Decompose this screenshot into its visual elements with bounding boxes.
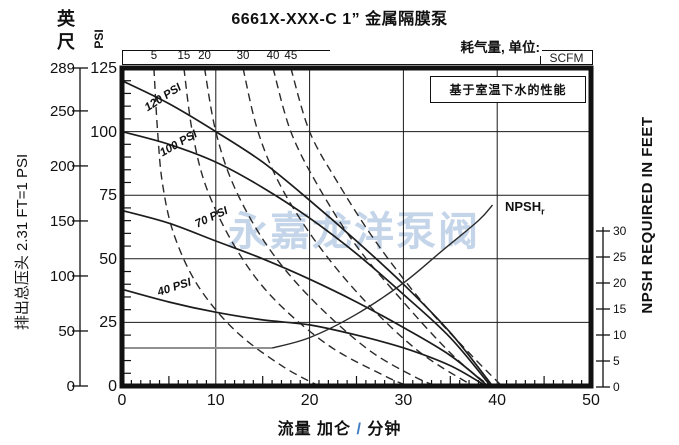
npsh-curve-label-text: NPSH xyxy=(505,199,542,214)
feet-tick-label: 250 xyxy=(49,102,75,120)
feet-tick-label: 50 xyxy=(58,322,75,340)
air-curve-30-scfm xyxy=(242,67,477,387)
npsh-tick-label: 0 xyxy=(613,380,620,394)
scfm-unit-cell: SCFM xyxy=(540,50,593,65)
plot-border xyxy=(119,65,594,389)
psi-tick-label: 0 xyxy=(108,378,117,395)
npsh-tick-label: 25 xyxy=(613,250,627,264)
discharge-curve-100-psi xyxy=(121,130,492,387)
psi-tick-label: 125 xyxy=(90,60,117,77)
page-title: 6661X-XXX-C 1” 金属隔膜泵 xyxy=(231,11,448,28)
air-curve-45-scfm xyxy=(290,67,503,387)
x-tick-label: 20 xyxy=(300,392,319,409)
npsh-tick-label: 5 xyxy=(613,354,620,368)
feet-tick-label: 200 xyxy=(49,157,75,175)
npsh-tick-label: 10 xyxy=(613,328,627,342)
npsh-tick-label: 30 xyxy=(613,224,627,238)
x-tick-label: 40 xyxy=(488,392,507,409)
x-axis-title-suffix: 分钟 xyxy=(361,421,402,438)
x-tick-label: 0 xyxy=(117,392,127,409)
air-curve-5-scfm xyxy=(153,67,320,387)
npsh-curve-label: NPSHr xyxy=(505,199,545,217)
psi-tick-label: 25 xyxy=(99,314,117,332)
air-consumption-axis-label: 耗气量, 单位: xyxy=(330,36,542,56)
x-tick-label: 30 xyxy=(394,392,413,409)
npsh-tick-label: 20 xyxy=(613,276,627,290)
air-curve-15-scfm xyxy=(183,67,409,387)
feet-tick-label: 289 xyxy=(49,60,75,77)
x-axis-title-slash: / xyxy=(356,421,362,438)
npsh-tick-label: 15 xyxy=(613,302,627,316)
feet-unit-label: 英尺 xyxy=(57,9,75,53)
performance-note-box: 基于室温下水的性能 xyxy=(430,76,586,103)
npsh-curve-label-subscript: r xyxy=(541,206,545,217)
watermark-text: 永嘉龙洋泵阀 xyxy=(228,210,480,254)
discharge-curve-40-psi xyxy=(121,288,487,387)
npsh-curve-rising xyxy=(271,204,494,349)
scfm-tick-label: 40 xyxy=(266,50,280,62)
feet-tick-label: 100 xyxy=(49,267,75,285)
x-tick-label: 10 xyxy=(206,392,225,409)
scfm-tick-label: 15 xyxy=(177,50,191,62)
x-axis-title-prefix: 流量 加仑 xyxy=(277,421,357,438)
scfm-tick-label: 30 xyxy=(236,50,250,62)
scfm-tick-label: 45 xyxy=(284,50,298,62)
scfm-tick-label: 20 xyxy=(198,50,211,62)
feet-tick-label: 150 xyxy=(49,212,75,230)
feet-tick-label: 0 xyxy=(66,378,75,395)
air-curve-20-scfm xyxy=(203,67,437,387)
x-tick-label: 50 xyxy=(582,392,600,409)
discharge-curve-70-psi xyxy=(121,209,489,387)
discharge-curve-120-psi xyxy=(121,79,494,387)
x-axis-title: 流量 加仑 / 分钟 xyxy=(0,415,679,439)
psi-tick-label: 100 xyxy=(90,123,117,141)
psi-tick-label: 75 xyxy=(99,187,117,205)
scfm-tick-label: 5 xyxy=(150,50,158,62)
psi-tick-label: 50 xyxy=(99,250,117,268)
